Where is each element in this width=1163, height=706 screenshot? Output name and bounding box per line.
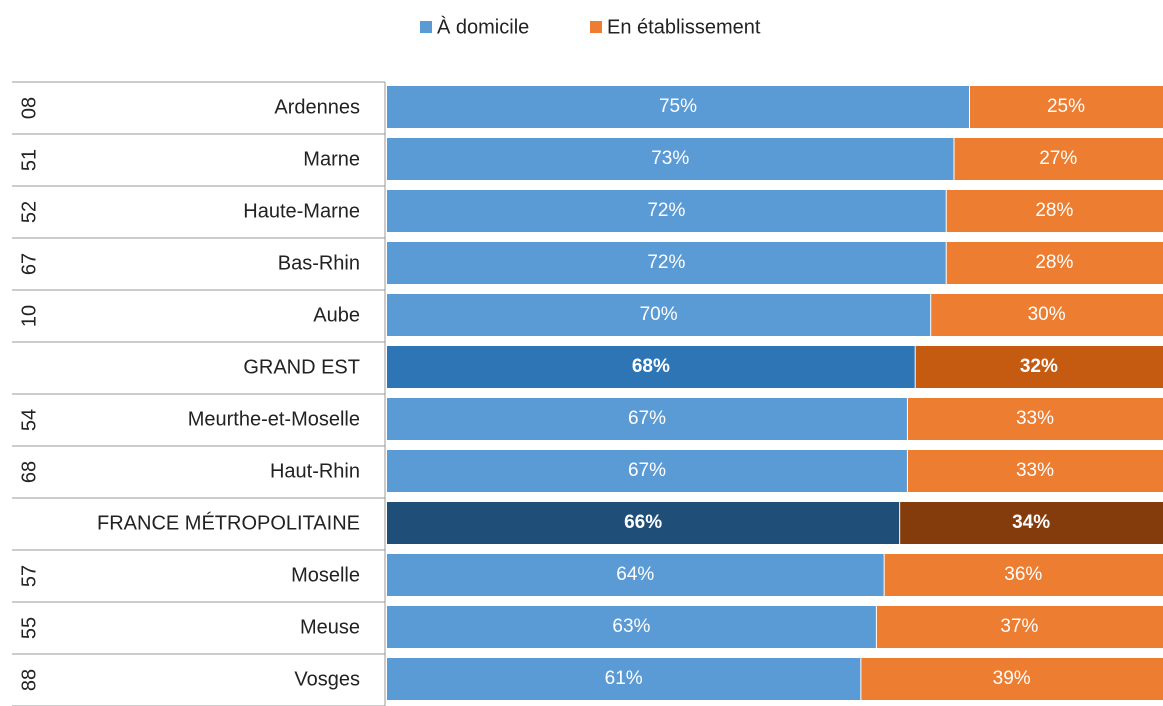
bar-segment bbox=[954, 138, 1163, 180]
bar-segment bbox=[387, 294, 931, 336]
value-label: 70% bbox=[640, 304, 678, 325]
category-code: 51 bbox=[18, 149, 40, 171]
bar-segment bbox=[884, 554, 1163, 596]
category-code: 68 bbox=[18, 461, 40, 483]
value-label: 34% bbox=[1012, 512, 1050, 533]
value-label: 28% bbox=[1035, 252, 1073, 273]
bar-segment bbox=[387, 138, 954, 180]
bar-segment bbox=[907, 450, 1163, 492]
value-label: 36% bbox=[1004, 564, 1042, 585]
bar-segment bbox=[387, 190, 946, 232]
category-label: GRAND EST bbox=[243, 356, 360, 378]
bar-segment bbox=[387, 346, 915, 388]
value-label: 72% bbox=[647, 252, 685, 273]
category-label: Bas-Rhin bbox=[278, 252, 360, 274]
category-label: Haut-Rhin bbox=[270, 460, 360, 482]
bar-segment bbox=[387, 398, 907, 440]
bar-segment bbox=[946, 190, 1163, 232]
value-label: 63% bbox=[612, 616, 650, 637]
category-code: 67 bbox=[18, 253, 40, 275]
category-label: Haute-Marne bbox=[243, 200, 360, 222]
value-label: 37% bbox=[1000, 616, 1038, 637]
value-label: 73% bbox=[651, 148, 689, 169]
bar-segment bbox=[861, 658, 1163, 700]
value-label: 72% bbox=[647, 200, 685, 221]
bar-segment bbox=[387, 606, 876, 648]
value-label: 25% bbox=[1047, 96, 1085, 117]
category-code: 57 bbox=[18, 565, 40, 587]
bar-segment bbox=[387, 658, 861, 700]
value-label: 33% bbox=[1016, 460, 1054, 481]
bar-segment bbox=[907, 398, 1163, 440]
bar-segment bbox=[876, 606, 1163, 648]
category-code: 88 bbox=[18, 669, 40, 691]
category-label: Aube bbox=[313, 304, 360, 326]
category-label: Moselle bbox=[291, 564, 360, 586]
category-label: Meuse bbox=[300, 616, 360, 638]
value-label: 67% bbox=[628, 460, 666, 481]
value-label: 39% bbox=[993, 668, 1031, 689]
bar-segment bbox=[915, 346, 1163, 388]
category-label: Vosges bbox=[294, 668, 360, 690]
bar-segment bbox=[970, 86, 1163, 128]
category-code: 10 bbox=[18, 305, 40, 327]
category-label: Ardennes bbox=[274, 96, 360, 118]
bar-segment bbox=[387, 450, 907, 492]
legend-swatch bbox=[420, 21, 432, 33]
legend-label: En établissement bbox=[607, 16, 761, 38]
value-label: 28% bbox=[1035, 200, 1073, 221]
value-label: 27% bbox=[1039, 148, 1077, 169]
category-code: 08 bbox=[18, 97, 40, 119]
value-label: 66% bbox=[624, 512, 662, 533]
value-label: 64% bbox=[616, 564, 654, 585]
category-label: Marne bbox=[303, 148, 360, 170]
category-code: 55 bbox=[18, 617, 40, 639]
value-label: 33% bbox=[1016, 408, 1054, 429]
value-label: 30% bbox=[1028, 304, 1066, 325]
bar-segment bbox=[387, 554, 884, 596]
value-label: 67% bbox=[628, 408, 666, 429]
legend-swatch bbox=[590, 21, 602, 33]
category-code: 52 bbox=[18, 201, 40, 223]
bar-segment bbox=[900, 502, 1163, 544]
category-code: 54 bbox=[18, 409, 40, 431]
value-label: 75% bbox=[659, 96, 697, 117]
bar-segment bbox=[387, 86, 969, 128]
bar-segment bbox=[387, 502, 900, 544]
legend-label: À domicile bbox=[437, 15, 529, 38]
value-label: 68% bbox=[632, 356, 670, 377]
bar-segment bbox=[946, 242, 1163, 284]
value-label: 32% bbox=[1020, 356, 1058, 377]
category-label: Meurthe-et-Moselle bbox=[188, 408, 360, 430]
category-label: FRANCE MÉTROPOLITAINE bbox=[97, 511, 360, 534]
bar-segment bbox=[931, 294, 1163, 336]
bar-segment bbox=[387, 242, 946, 284]
value-label: 61% bbox=[605, 668, 643, 689]
